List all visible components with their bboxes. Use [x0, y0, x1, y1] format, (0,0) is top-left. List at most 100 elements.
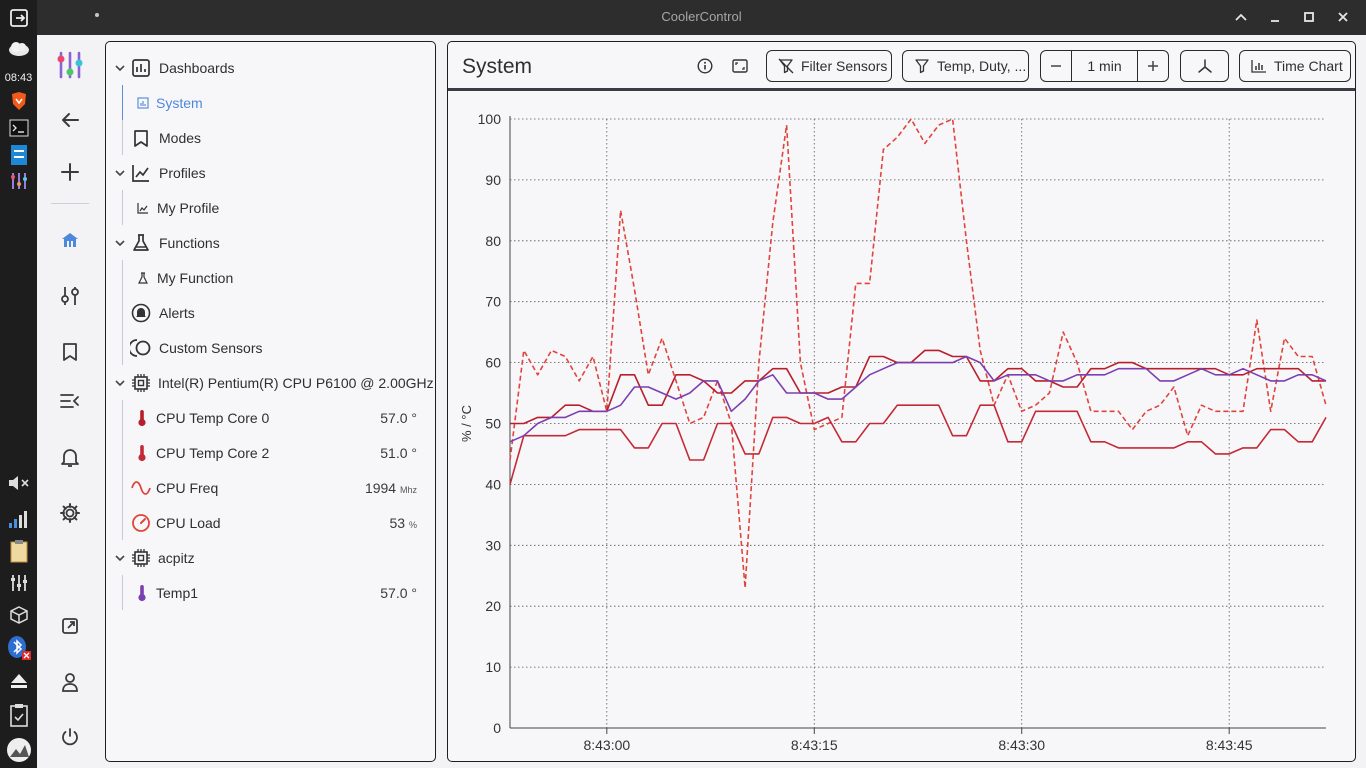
power-icon[interactable]	[56, 723, 84, 751]
filter-sensors-button[interactable]: Filter Sensors	[766, 50, 892, 82]
series-line-1	[510, 350, 1326, 423]
filter-off-icon	[777, 57, 795, 75]
bookmark-icon[interactable]	[56, 338, 84, 366]
time-chart[interactable]: 0 10 20 30 40 50 60 70 80 90 100 8:43:00 8:43:15 8:43…	[448, 94, 1355, 762]
bell-icon[interactable]	[56, 443, 84, 471]
sensor-value-number: 1994	[365, 480, 396, 496]
keep-above-button[interactable]	[1227, 5, 1255, 29]
tree-item-custom-sensors[interactable]: Custom Sensors	[106, 330, 435, 365]
tree-label: CPU Load	[156, 515, 221, 531]
bluetooth-off-icon[interactable]	[5, 635, 32, 661]
add-icon[interactable]	[56, 158, 84, 186]
tree-item-acpitz[interactable]: acpitz	[106, 540, 435, 575]
filter-sensors-label: Filter Sensors	[801, 58, 887, 74]
tree-item-my-profile[interactable]: My Profile	[106, 190, 435, 225]
chevron-down-icon[interactable]	[114, 552, 126, 564]
sine-wave-icon	[130, 477, 152, 499]
minimize-button[interactable]	[1261, 5, 1289, 29]
sensor-unit: Mhz	[400, 485, 417, 495]
mixer-icon[interactable]	[5, 570, 32, 596]
sensor-value: 1994 Mhz	[365, 480, 417, 496]
series-line-2	[510, 405, 1326, 484]
tree-item-cpu-freq[interactable]: CPU Freq 1994 Mhz	[106, 470, 435, 505]
chevron-down-icon[interactable]	[114, 167, 126, 179]
tree-item-temp1[interactable]: Temp1 57.0 °	[106, 575, 435, 610]
alert-bell-icon	[130, 302, 152, 324]
app-logo-icon[interactable]	[56, 49, 84, 81]
chevron-down-icon[interactable]	[114, 237, 126, 249]
tree-label: System	[156, 95, 203, 111]
sensor-unit: %	[409, 520, 417, 530]
fullscreen-icon[interactable]	[729, 55, 751, 77]
decrease-time-button[interactable]	[1041, 51, 1071, 81]
tree-item-cpu-temp-core-0[interactable]: CPU Temp Core 0 57.0 °	[106, 400, 435, 435]
series-line-0	[510, 119, 1326, 588]
axes-button[interactable]	[1180, 50, 1229, 82]
chart-type-label: Time Chart	[1274, 58, 1343, 74]
time-range-stepper[interactable]: 1 min	[1040, 50, 1169, 82]
file-manager-icon[interactable]	[5, 142, 32, 168]
clipboard-icon[interactable]	[5, 538, 32, 564]
tree-item-cpu-load[interactable]: CPU Load 53 %	[106, 505, 435, 540]
x-tick-label: 8:43:45	[1206, 737, 1253, 753]
close-button[interactable]	[1329, 5, 1357, 29]
package-icon[interactable]	[5, 602, 32, 628]
device-tree-panel: Dashboards System Modes Profiles	[105, 41, 436, 762]
gauge-icon[interactable]	[5, 737, 32, 763]
thermometer-icon	[131, 407, 153, 429]
back-arrow-icon[interactable]	[56, 106, 84, 134]
tree-item-my-function[interactable]: My Function	[106, 260, 435, 295]
user-icon[interactable]	[56, 668, 84, 696]
tree-label: Functions	[159, 235, 220, 251]
controls-icon[interactable]	[56, 282, 84, 310]
info-icon[interactable]	[694, 55, 716, 77]
y-tick-label: 90	[485, 172, 501, 188]
window-title-bar[interactable]: CoolerControl	[37, 0, 1366, 35]
collapse-menu-icon[interactable]	[56, 387, 84, 415]
time-range-value[interactable]: 1 min	[1071, 51, 1138, 81]
tree-label: CPU Freq	[156, 480, 218, 496]
tree-item-system[interactable]: System	[106, 85, 435, 120]
tree-item-functions[interactable]: Functions	[106, 225, 435, 260]
maximize-button[interactable]	[1295, 5, 1323, 29]
window-title: CoolerControl	[37, 9, 1366, 24]
bar-chart-icon	[1250, 57, 1268, 75]
tree-label: CPU Temp Core 0	[156, 410, 269, 426]
external-link-icon[interactable]	[56, 612, 84, 640]
chevron-down-icon[interactable]	[114, 62, 126, 74]
tree-item-profiles[interactable]: Profiles	[106, 155, 435, 190]
thermometer-icon	[131, 582, 153, 604]
rail-divider	[51, 203, 89, 204]
filter-types-button[interactable]: Temp, Duty, ...	[902, 50, 1029, 82]
sensor-value: 53 %	[390, 515, 417, 531]
volume-muted-icon[interactable]	[5, 470, 32, 496]
clipboard-check-icon[interactable]	[5, 702, 32, 728]
gear-icon[interactable]	[56, 499, 84, 527]
chart-type-button[interactable]: Time Chart	[1239, 50, 1351, 82]
coolercontrol-icon[interactable]	[5, 168, 32, 194]
tree-label: My Function	[157, 270, 233, 286]
y-tick-label: 80	[485, 233, 501, 249]
terminal-icon[interactable]	[5, 115, 32, 141]
dashboard-icon	[130, 57, 152, 79]
eject-icon[interactable]	[5, 668, 32, 694]
home-icon[interactable]	[56, 226, 84, 254]
tree-item-alerts[interactable]: Alerts	[106, 295, 435, 330]
tree-item-dashboards[interactable]: Dashboards	[106, 50, 435, 85]
bookmarks-icon	[130, 127, 152, 149]
os-clock: 08:43	[0, 72, 37, 84]
tree-item-modes[interactable]: Modes	[106, 120, 435, 155]
chevron-down-icon[interactable]	[114, 377, 126, 389]
exit-icon[interactable]	[5, 5, 32, 31]
tree-label: Dashboards	[159, 60, 235, 76]
signal-icon[interactable]	[5, 506, 32, 532]
tree-item-cpu-temp-core-2[interactable]: CPU Temp Core 2 51.0 °	[106, 435, 435, 470]
filter-types-label: Temp, Duty, ...	[937, 58, 1026, 74]
increase-time-button[interactable]	[1138, 51, 1168, 81]
brave-browser-icon[interactable]	[5, 88, 32, 114]
tree-item-cpu-device[interactable]: Intel(R) Pentium(R) CPU P6100 @ 2.00GHz	[106, 365, 435, 400]
dashboard-header: System Filter Sensors Tem	[448, 42, 1355, 91]
dashboard-title: System	[462, 55, 532, 79]
weather-icon[interactable]	[5, 36, 32, 62]
flask-small-icon	[132, 267, 154, 289]
